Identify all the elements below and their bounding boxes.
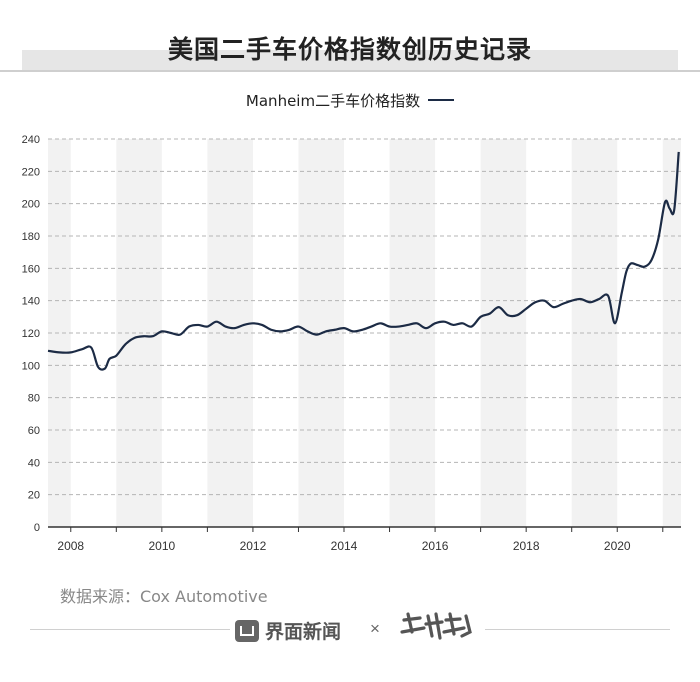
data-wire-logo — [400, 612, 472, 640]
jiemian-icon — [235, 619, 259, 642]
y-tick-label: 100 — [22, 360, 40, 372]
y-tick-label: 220 — [22, 166, 40, 178]
footer-rule-left — [30, 629, 230, 630]
jiemian-brand-text: 界面新闻 — [265, 621, 342, 643]
x-tick-label: 2018 — [513, 539, 540, 553]
legend-label: Manheim二手车价格指数 — [245, 92, 421, 110]
x-tick-label: 2012 — [240, 539, 267, 553]
y-tick-label: 20 — [28, 490, 40, 502]
chart-legend: Manheim二手车价格指数 — [0, 90, 700, 111]
footer: 界面新闻 × — [0, 610, 700, 650]
y-tick-label: 240 — [22, 134, 40, 146]
y-tick-label: 60 — [28, 425, 40, 437]
y-tick-label: 160 — [22, 263, 40, 275]
y-tick-label: 120 — [22, 328, 40, 340]
y-tick-label: 180 — [22, 231, 40, 243]
title-underline — [0, 70, 700, 72]
footer-separator: × — [370, 619, 380, 638]
series-line — [47, 151, 680, 371]
x-tick-label: 2020 — [604, 539, 631, 553]
footer-rule-right — [485, 629, 670, 630]
y-tick-label: 80 — [28, 393, 40, 405]
y-tick-label: 40 — [28, 457, 40, 469]
x-tick-label: 2016 — [422, 539, 449, 553]
x-tick-label: 2014 — [331, 539, 358, 553]
title-background-bar — [22, 50, 678, 70]
x-tick-label: 2010 — [148, 539, 175, 553]
y-tick-label: 140 — [22, 296, 40, 308]
y-tick-label: 0 — [34, 522, 40, 534]
jiemian-logo: 界面新闻 — [235, 617, 341, 644]
page-title: 美国二手车价格指数创历史记录 — [167, 35, 532, 64]
x-tick-label: 2008 — [57, 539, 84, 553]
y-tick-label: 200 — [22, 199, 40, 211]
source-note: 数据来源：Cox Automotive — [60, 587, 268, 606]
legend-line-swatch — [428, 98, 455, 101]
